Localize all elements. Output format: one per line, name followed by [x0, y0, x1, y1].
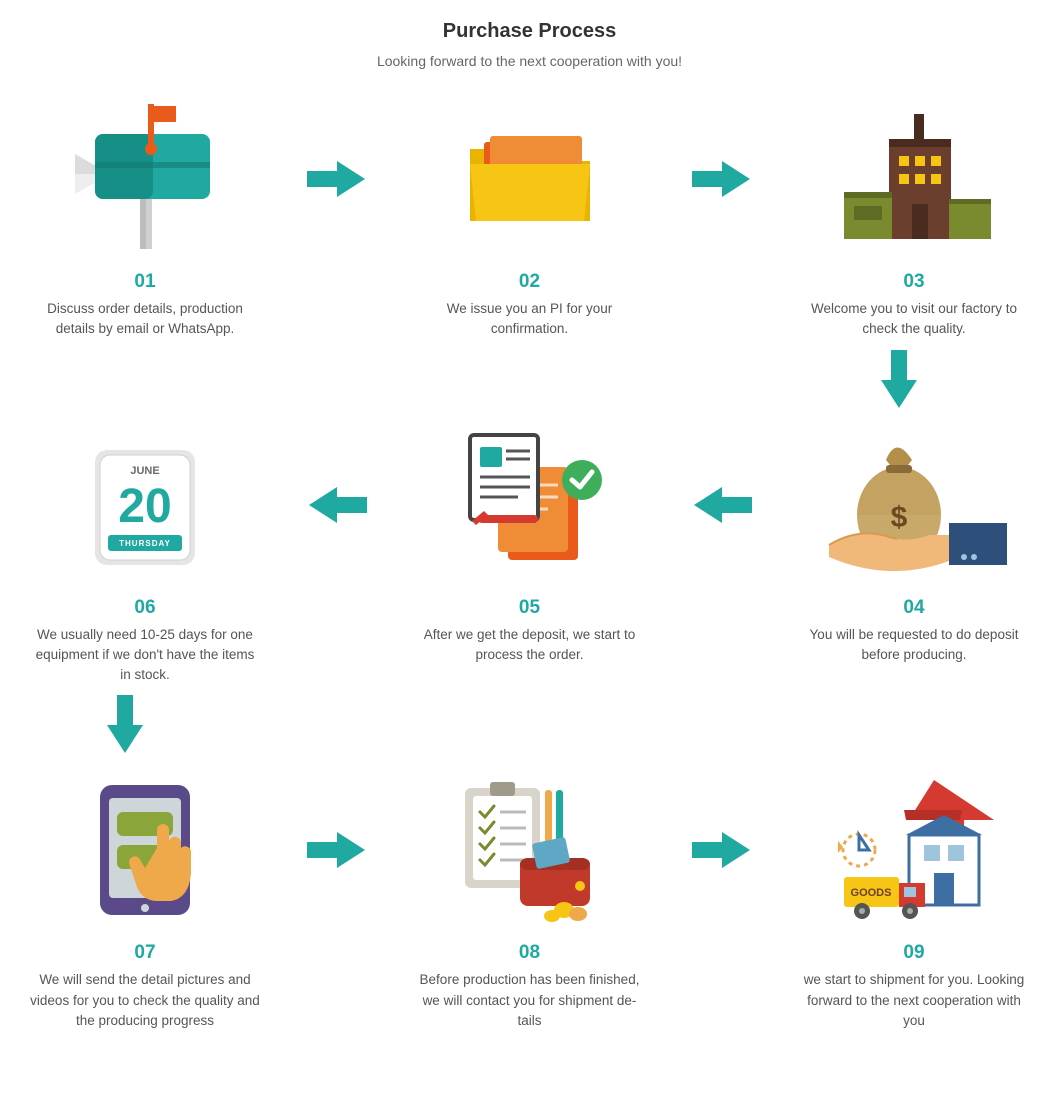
step-08: 08 Before production has been finished, … [415, 770, 645, 1031]
step-03-number: 03 [903, 271, 924, 293]
step-09-number: 09 [903, 942, 924, 964]
arrow-right-icon [292, 99, 382, 259]
step-05-desc: After we get the deposit, we start to pr… [415, 625, 645, 666]
step-04: $ 04 You will be requested to do deposit… [799, 425, 1029, 666]
step-07-number: 07 [134, 942, 155, 964]
step-06-desc: We usually need 10-25 days for one equip… [30, 625, 260, 686]
arrow-right-icon [677, 99, 767, 259]
folder-icon [430, 99, 630, 259]
step-07-desc: We will send the detail pictures and vid… [30, 970, 260, 1031]
svg-text:THURSDAY: THURSDAY [119, 539, 171, 548]
step-08-number: 08 [519, 942, 540, 964]
step-02: 02 We issue you an PI for your confirmat… [415, 99, 645, 340]
step-04-number: 04 [903, 597, 924, 619]
step-08-desc: Before production has been finished, we … [415, 970, 645, 1031]
step-01-number: 01 [134, 271, 155, 293]
svg-text:$: $ [891, 501, 908, 534]
factory-icon [814, 99, 1014, 259]
tablet-touch-icon [45, 770, 245, 930]
arrow-down-icon [105, 695, 155, 755]
checklist-wallet-icon [430, 770, 630, 930]
step-09-desc: we start to shipment for you. Looking fo… [799, 970, 1029, 1031]
svg-text:JUNE: JUNE [130, 465, 159, 477]
step-02-number: 02 [519, 271, 540, 293]
arrow-right-icon [292, 770, 382, 930]
row-3: 07 We will send the detail pictures and … [30, 770, 1029, 1031]
row-1: 01 Discuss order details, production det… [30, 99, 1029, 340]
step-04-desc: You will be requested to do deposit befo… [799, 625, 1029, 666]
header: Purchase Process Looking forward to the … [30, 20, 1029, 69]
arrow-down-row-2 [30, 695, 1029, 755]
mailbox-icon [45, 99, 245, 259]
step-03: 03 Welcome you to visit our factory to c… [799, 99, 1029, 340]
svg-text:GOODS: GOODS [851, 887, 892, 899]
step-02-desc: We issue you an PI for your confirmation… [415, 299, 645, 340]
step-03-desc: Welcome you to visit our factory to chec… [799, 299, 1029, 340]
step-06: JUNE 20 THURSDAY 06 We usually need 10-2… [30, 425, 260, 686]
step-06-number: 06 [134, 597, 155, 619]
svg-text:20: 20 [118, 480, 171, 533]
arrow-down-icon [879, 350, 929, 410]
calendar-icon: JUNE 20 THURSDAY [45, 425, 245, 585]
step-01-desc: Discuss order details, production detail… [30, 299, 260, 340]
step-09: GOODS 09 we start to shipment for you. L… [799, 770, 1029, 1031]
shipment-icon: GOODS [814, 770, 1014, 930]
page-title: Purchase Process [30, 20, 1029, 43]
step-07: 07 We will send the detail pictures and … [30, 770, 260, 1031]
document-check-icon [430, 425, 630, 585]
arrow-down-row-1 [30, 350, 1029, 410]
step-05: 05 After we get the deposit, we start to… [415, 425, 645, 666]
page-subtitle: Looking forward to the next cooperation … [30, 53, 1029, 69]
arrow-left-icon [677, 425, 767, 585]
arrow-right-icon [677, 770, 767, 930]
step-01: 01 Discuss order details, production det… [30, 99, 260, 340]
money-bag-icon: $ [814, 425, 1014, 585]
arrow-left-icon [292, 425, 382, 585]
row-2: JUNE 20 THURSDAY 06 We usually need 10-2… [30, 425, 1029, 686]
step-05-number: 05 [519, 597, 540, 619]
